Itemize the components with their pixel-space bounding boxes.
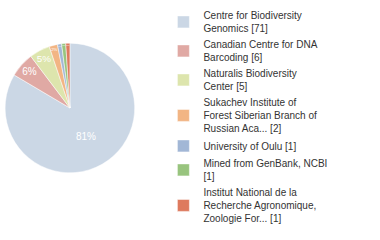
svg-text:1%: 1% bbox=[66, 44, 69, 46]
svg-text:1%: 1% bbox=[62, 44, 65, 46]
svg-text:Sukachev Institute ofForest Si: Sukachev Institute ofForest Siberian Bra… bbox=[203, 97, 317, 134]
svg-text:Centre for BiodiversityGenomic: Centre for BiodiversityGenomics [71] bbox=[203, 10, 301, 34]
svg-text:81%: 81% bbox=[76, 131, 96, 142]
svg-text:5%: 5% bbox=[37, 53, 51, 64]
svg-text:6%: 6% bbox=[22, 66, 37, 77]
svg-text:Mined from GenBank, NCBI[1]: Mined from GenBank, NCBI[1] bbox=[203, 158, 327, 182]
svg-text:1%: 1% bbox=[58, 45, 61, 47]
svg-text:2%: 2% bbox=[51, 47, 57, 52]
svg-text:Canadian Centre for DNABarcodi: Canadian Centre for DNABarcoding [6] bbox=[203, 39, 317, 63]
svg-text:University of Oulu [1]: University of Oulu [1] bbox=[203, 141, 296, 152]
svg-text:Institut National de laRecherc: Institut National de laRecherche Agronom… bbox=[203, 187, 316, 224]
svg-text:Naturalis BiodiversityCenter [: Naturalis BiodiversityCenter [5] bbox=[203, 68, 296, 92]
